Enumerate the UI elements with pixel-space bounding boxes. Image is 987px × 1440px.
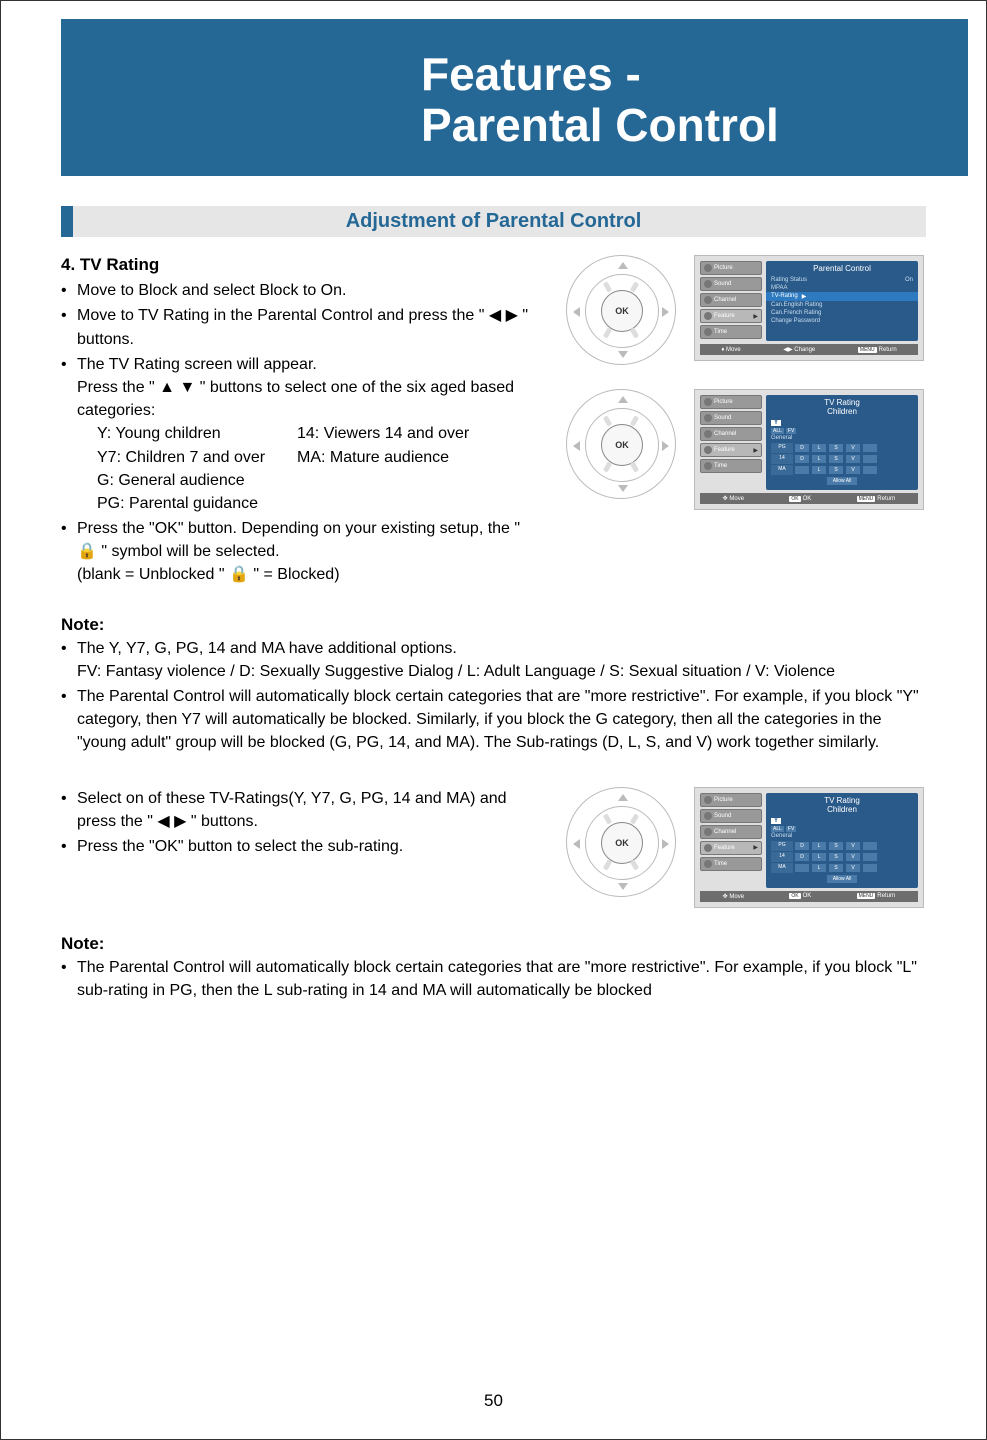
manual-page: Features - Parental Control Adjustment o…: [0, 0, 987, 1440]
left-arrow-icon[interactable]: [573, 441, 580, 451]
osd-side-menu: Picture Sound Channel Feature▶ Time: [700, 395, 762, 490]
up-arrow-icon[interactable]: [618, 262, 628, 269]
osd-panel-title: TV RatingChildren: [771, 796, 913, 814]
osd-y-label: Y: [771, 420, 781, 426]
right-arrow-icon[interactable]: [662, 307, 669, 317]
bullet-item: Move to Block and select Block to On.: [61, 279, 536, 302]
ok-button[interactable]: OK: [601, 424, 643, 466]
rating-grid: Y: Young children 14: Viewers 14 and ove…: [77, 422, 536, 515]
bullet-item: The Parental Control will automatically …: [61, 685, 926, 755]
note2-bullets: The Parental Control will automatically …: [61, 956, 926, 1002]
step4-bullets: Move to Block and select Block to On. Mo…: [61, 279, 536, 586]
page-content: 4. TV Rating Move to Block and select Bl…: [61, 255, 926, 1002]
text-block-step4: 4. TV Rating Move to Block and select Bl…: [61, 255, 536, 588]
osd-menu-channel: Channel: [700, 293, 762, 307]
row-subrating: Select on of these TV-Ratings(Y, Y7, G, …: [61, 787, 926, 908]
osd-screenshot-parental-control: Picture Sound Channel Feature▶ Time Pare…: [694, 255, 924, 361]
bullet-item: Move to TV Rating in the Parental Contro…: [61, 304, 536, 350]
osd-panel-title: TV RatingChildren: [771, 398, 913, 416]
bullet-item: Press the "OK" button to select the sub-…: [61, 835, 536, 858]
bullet-item: The Y, Y7, G, PG, 14 and MA have additio…: [61, 637, 926, 683]
note1-subline: FV: Fantasy violence / D: Sexually Sugge…: [77, 660, 926, 683]
remote-dpad-icon: OK: [566, 255, 676, 365]
left-arrow-icon[interactable]: [573, 839, 580, 849]
osd-panel-title: Parental Control: [771, 264, 913, 273]
osd-general-label: General: [771, 833, 913, 839]
osd-menu-sound: Sound: [700, 277, 762, 291]
step4-heading: 4. TV Rating: [61, 255, 536, 275]
figures-col-2: OK Picture Sound Channel Feature▶: [566, 787, 926, 908]
page-title: Features - Parental Control: [121, 49, 938, 150]
note1-bullets: The Y, Y7, G, PG, 14 and MA have additio…: [61, 637, 926, 755]
rating-ma: MA: Mature audience: [297, 446, 527, 469]
osd-screenshot-tv-rating-2: Picture Sound Channel Feature▶ Time TV R…: [694, 787, 924, 908]
press-line: Press the " ▲ ▼ " buttons to select one …: [77, 376, 536, 422]
bullet-item: The TV Rating screen will appear. Press …: [61, 353, 536, 515]
osd-tiny-row: ALL FV: [771, 826, 913, 832]
up-arrow-icon[interactable]: [618, 794, 628, 801]
osd-row-highlighted: TV-Rating▶: [766, 292, 918, 301]
text-block-subrating: Select on of these TV-Ratings(Y, Y7, G, …: [61, 787, 536, 908]
osd-screenshot-tv-rating-1: Picture Sound Channel Feature▶ Time TV R…: [694, 389, 924, 510]
osd-menu-feature: Feature▶: [700, 309, 762, 323]
rating-g: G: General audience: [97, 469, 297, 492]
osd-tiny-row: ALL FV: [771, 428, 913, 434]
left-arrow-icon[interactable]: [573, 307, 580, 317]
osd-row: Rating StatusOn: [771, 276, 913, 284]
right-arrow-icon[interactable]: [662, 839, 669, 849]
osd-footer: ✥ Move OKOK MENUReturn: [700, 891, 918, 902]
osd-row: Can.French Rating: [771, 309, 913, 317]
page-number: 50: [1, 1391, 986, 1411]
down-arrow-icon[interactable]: [618, 351, 628, 358]
remote-dpad-icon: OK: [566, 787, 676, 897]
rating-y: Y: Young children: [97, 422, 297, 445]
note-heading: Note:: [61, 615, 926, 635]
osd-menu-picture: Picture: [700, 261, 762, 275]
rating-y7: Y7: Children 7 and over: [97, 446, 297, 469]
right-arrow-icon[interactable]: [662, 441, 669, 451]
rating-14: 14: Viewers 14 and over: [297, 422, 527, 445]
osd-y-label: Y: [771, 818, 781, 824]
osd-menu-time: Time: [700, 325, 762, 339]
osd-main-panel: Parental Control Rating StatusOn MPAA TV…: [766, 261, 918, 341]
title-line-1: Features -: [421, 48, 641, 100]
rating-pg: PG: Parental guidance: [97, 492, 297, 515]
osd-rating-grid: PGDLSV 14DLSV MALSV: [771, 443, 913, 475]
section-subheader: Adjustment of Parental Control: [61, 206, 926, 237]
bullet-item: The Parental Control will automatically …: [61, 956, 926, 1002]
osd-row: MPAA: [771, 284, 913, 292]
ok-button[interactable]: OK: [601, 822, 643, 864]
osd-allow-all: Allow All: [771, 875, 913, 883]
osd-general-label: General: [771, 435, 913, 441]
blank-blocked-line: (blank = Unblocked " 🔒 " = Blocked): [77, 563, 536, 586]
bullet-item: Select on of these TV-Ratings(Y, Y7, G, …: [61, 787, 536, 833]
page-header: Features - Parental Control: [61, 19, 968, 176]
osd-main-panel: TV RatingChildren Y ALL FV General PGDLS…: [766, 395, 918, 490]
down-arrow-icon[interactable]: [618, 485, 628, 492]
note-heading: Note:: [61, 934, 926, 954]
bullet-ok: Press the "OK" button. Depending on your…: [61, 517, 536, 587]
up-arrow-icon[interactable]: [618, 396, 628, 403]
osd-allow-all: Allow All: [771, 477, 913, 485]
osd-row: Can.English Rating: [771, 301, 913, 309]
osd-row: Change Password: [771, 317, 913, 325]
osd-footer: ♦ Move ◀▶ Change MENUReturn: [700, 344, 918, 355]
row-tv-rating: 4. TV Rating Move to Block and select Bl…: [61, 255, 926, 588]
osd-side-menu: Picture Sound Channel Feature▶ Time: [700, 793, 762, 888]
osd-rating-grid: PGDLSV 14DLSV MALSV: [771, 841, 913, 873]
osd-side-menu: Picture Sound Channel Feature▶ Time: [700, 261, 762, 341]
remote-dpad-icon: OK: [566, 389, 676, 499]
osd-footer: ✥ Move OKOK MENUReturn: [700, 493, 918, 504]
ok-button[interactable]: OK: [601, 290, 643, 332]
figures-col-1: OK Picture Sound Channel: [566, 255, 926, 588]
osd-main-panel: TV RatingChildren Y ALL FV General PGDLS…: [766, 793, 918, 888]
title-line-2: Parental Control: [421, 99, 779, 151]
down-arrow-icon[interactable]: [618, 883, 628, 890]
